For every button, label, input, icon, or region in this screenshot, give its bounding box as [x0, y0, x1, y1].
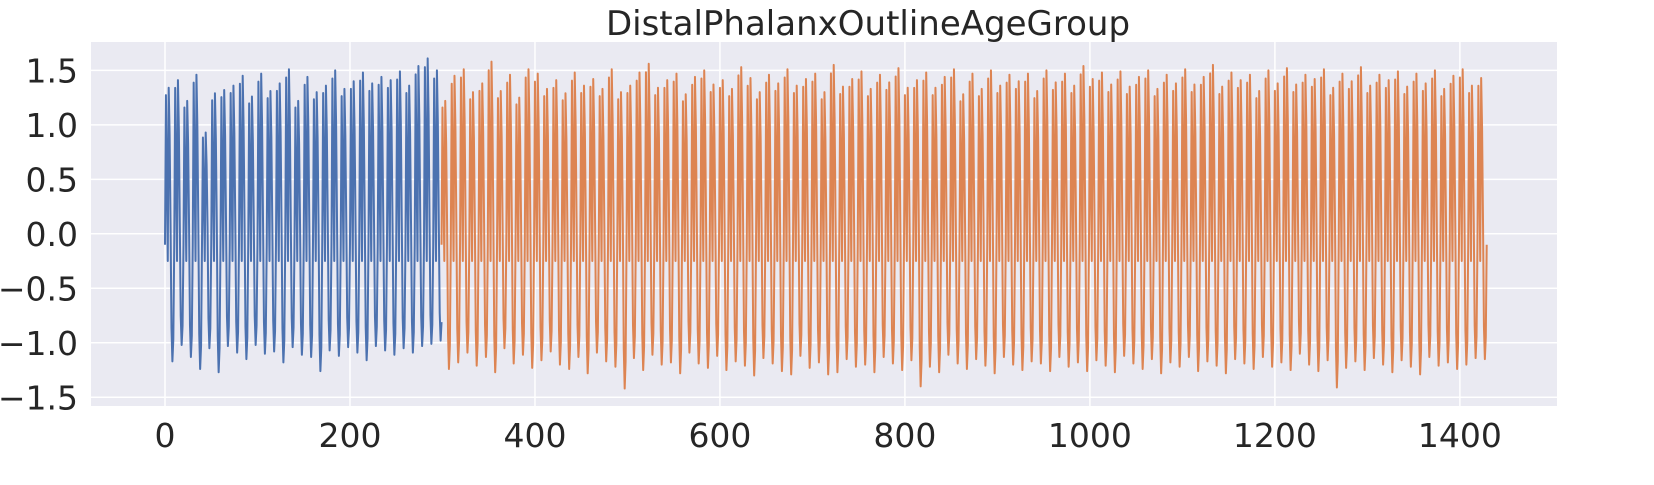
y-axis-ticks: 1.5 1.0 0.5 0.0 −0.5 −1.0 −1.5 [0, 51, 78, 417]
y-tick-label: −0.5 [0, 269, 78, 308]
y-tick-label: 0.0 [26, 215, 78, 254]
y-tick-label: 1.0 [26, 106, 78, 145]
series-2-line [440, 60, 1488, 390]
x-tick-label: 600 [688, 416, 751, 455]
y-tick-label: 0.5 [26, 160, 78, 199]
x-tick-label: 400 [503, 416, 566, 455]
x-tick-label: 200 [318, 416, 381, 455]
series-1-line [163, 57, 443, 374]
x-tick-label: 1200 [1233, 416, 1317, 455]
series-layer [163, 57, 1488, 390]
y-tick-label: −1.5 [0, 378, 78, 417]
y-tick-label: 1.5 [26, 51, 78, 90]
x-tick-label: 0 [154, 416, 175, 455]
x-tick-label: 1000 [1048, 416, 1132, 455]
x-tick-label: 1400 [1418, 416, 1502, 455]
x-axis-ticks: 0 200 400 600 800 1000 1200 1400 [154, 416, 1501, 455]
y-tick-label: −1.0 [0, 324, 78, 363]
x-tick-label: 800 [873, 416, 936, 455]
chart-title: DistalPhalanxOutlineAgeGroup [606, 4, 1130, 44]
